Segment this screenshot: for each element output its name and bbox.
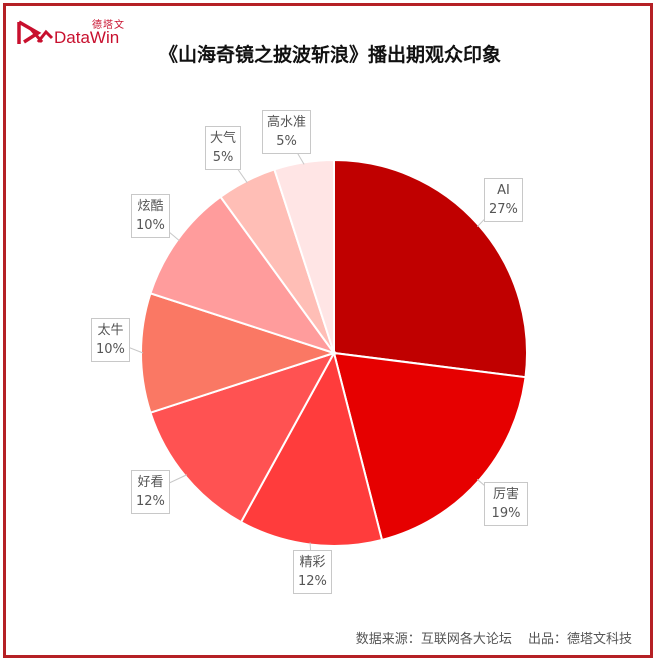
chart-footer: 数据来源：互联网各大论坛 出品：德塔文科技: [352, 628, 632, 647]
slice-label-percent: 12%: [136, 494, 165, 509]
pie-slice-7: [273, 158, 335, 354]
slice-label-name: 大气: [210, 131, 237, 146]
chart-title: 《山海奇镜之披波斩浪》播出期观众印象: [158, 44, 501, 66]
slice-label-name: 炫酷: [137, 199, 164, 214]
slice-label-percent: 5%: [276, 134, 297, 149]
slice-label: 精彩 12%: [293, 550, 332, 594]
slice-label-percent: 12%: [298, 574, 327, 589]
slice-label-percent: 5%: [212, 150, 234, 165]
slice-label-name: AI: [497, 183, 510, 198]
slice-label-name: 厉害: [492, 487, 519, 502]
slice-label: 厉害 19%: [484, 482, 528, 526]
pie-slice-4: [140, 292, 338, 414]
slice-label: 好看 12%: [131, 470, 170, 514]
producer-label: 出品：: [527, 632, 567, 647]
slice-label-name: 精彩: [299, 555, 326, 570]
slice-label: 大气 5%: [205, 126, 242, 170]
slice-label-percent: 19%: [491, 506, 521, 521]
slice-label-name: 高水准: [267, 115, 307, 130]
slice-label: 炫酷 10%: [131, 194, 170, 238]
slice-label-name: 太牛: [97, 323, 124, 338]
slice-label-percent: 27%: [489, 202, 518, 217]
datawin-logo-icon: [17, 20, 54, 44]
producer-value: 德塔文科技: [566, 632, 632, 647]
slice-label-name: 好看: [137, 475, 164, 490]
slice-label: 太牛 10%: [91, 318, 130, 362]
slice-label: AI 27%: [484, 178, 523, 222]
brand-name-cn: 德塔文: [92, 20, 125, 31]
brand-logo: 德塔文 DataWin: [12, 14, 142, 50]
source-value: 互联网各大论坛: [420, 632, 512, 647]
source-label: 数据来源：: [355, 632, 421, 647]
chart-frame: [3, 3, 653, 658]
slice-label-percent: 10%: [136, 218, 165, 233]
slice-label-percent: 10%: [96, 342, 125, 357]
slice-label: 高水准 5%: [262, 110, 312, 154]
brand-name-en: DataWin: [54, 28, 120, 47]
